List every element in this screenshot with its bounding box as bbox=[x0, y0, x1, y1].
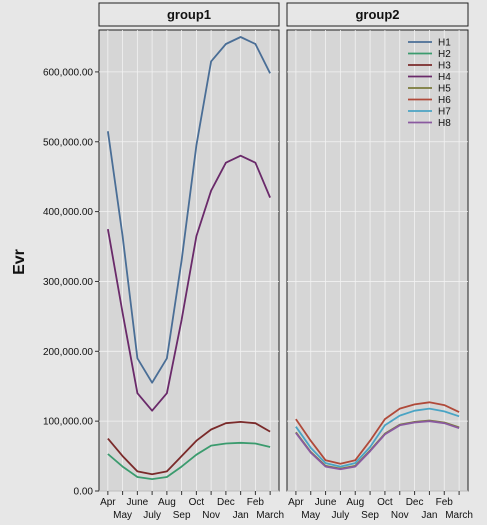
x-tick-label: Aug bbox=[346, 497, 364, 508]
y-tick-label: 0.00 bbox=[74, 487, 94, 498]
x-tick-label: March bbox=[256, 510, 284, 521]
legend-label: H2 bbox=[438, 49, 451, 60]
legend-label: H5 bbox=[438, 84, 451, 95]
x-tick-label: Jan bbox=[421, 510, 437, 521]
x-tick-label: Nov bbox=[202, 510, 220, 521]
x-tick-label: Dec bbox=[406, 497, 424, 508]
x-tick-label: Aug bbox=[158, 497, 176, 508]
x-tick-label: Dec bbox=[217, 497, 235, 508]
y-axis: 0.00 100,000.00 200,000.00 300,000.00 400,00… bbox=[43, 67, 99, 498]
x-tick-label: Feb bbox=[247, 497, 265, 508]
x-tick-label: Sep bbox=[173, 510, 191, 521]
x-tick-label: Oct bbox=[377, 497, 393, 508]
series-line-H3 bbox=[107, 420, 271, 476]
x-tick-label: March bbox=[445, 510, 473, 521]
panel-header bbox=[98, 2, 280, 27]
legend-label: H8 bbox=[438, 118, 451, 129]
x-tick-label: May bbox=[113, 510, 132, 521]
panel-title: group1 bbox=[167, 7, 211, 22]
y-tick-label: 500,000.00 bbox=[43, 137, 93, 148]
plot-area bbox=[286, 29, 469, 492]
plot-area bbox=[98, 29, 280, 492]
panel-header bbox=[286, 2, 469, 27]
panels: group1 Apr June Aug Oct Dec Feb May July Sep Nov Ja… bbox=[98, 2, 473, 521]
legend-label: H3 bbox=[438, 61, 451, 72]
legend-label: H7 bbox=[438, 107, 451, 118]
x-tick-label: Oct bbox=[189, 497, 205, 508]
x-tick-label: Nov bbox=[391, 510, 409, 521]
legend-label: H1 bbox=[438, 38, 451, 49]
y-tick-label: 100,000.00 bbox=[43, 417, 93, 428]
y-axis-title-group: Evr bbox=[11, 249, 28, 275]
y-tick-label: 200,000.00 bbox=[43, 347, 93, 358]
x-tick-label: June bbox=[127, 497, 149, 508]
series-line-H6 bbox=[295, 401, 460, 465]
y-axis-title: Evr bbox=[11, 249, 28, 275]
x-tick-label: Apr bbox=[100, 497, 116, 508]
x-tick-label: Jan bbox=[233, 510, 249, 521]
panel-title: group2 bbox=[355, 7, 399, 22]
x-tick-label: Apr bbox=[288, 497, 304, 508]
legend-label: H4 bbox=[438, 72, 451, 83]
x-tick-label: July bbox=[143, 510, 161, 521]
series-line-H4 bbox=[107, 154, 271, 412]
x-tick-label: Sep bbox=[361, 510, 379, 521]
legend-label: H6 bbox=[438, 95, 451, 106]
x-tick-label: Feb bbox=[436, 497, 454, 508]
y-tick-label: 300,000.00 bbox=[43, 277, 93, 288]
series-line-H8 bbox=[295, 420, 460, 471]
x-tick-label: May bbox=[301, 510, 320, 521]
y-tick-label: 400,000.00 bbox=[43, 207, 93, 218]
panel-group1: group1 Apr June Aug Oct Dec Feb May July Sep Nov Ja… bbox=[98, 2, 284, 521]
series-line-H7 bbox=[295, 407, 460, 468]
x-tick-label: July bbox=[332, 510, 350, 521]
x-tick-label: June bbox=[315, 497, 337, 508]
series-line-H2 bbox=[107, 441, 271, 481]
y-tick-label: 600,000.00 bbox=[43, 67, 93, 78]
panel-group2: group2 Apr June Aug Oct Dec Feb May July Sep Nov Ja… bbox=[286, 2, 473, 521]
series-line-H1 bbox=[107, 36, 271, 384]
